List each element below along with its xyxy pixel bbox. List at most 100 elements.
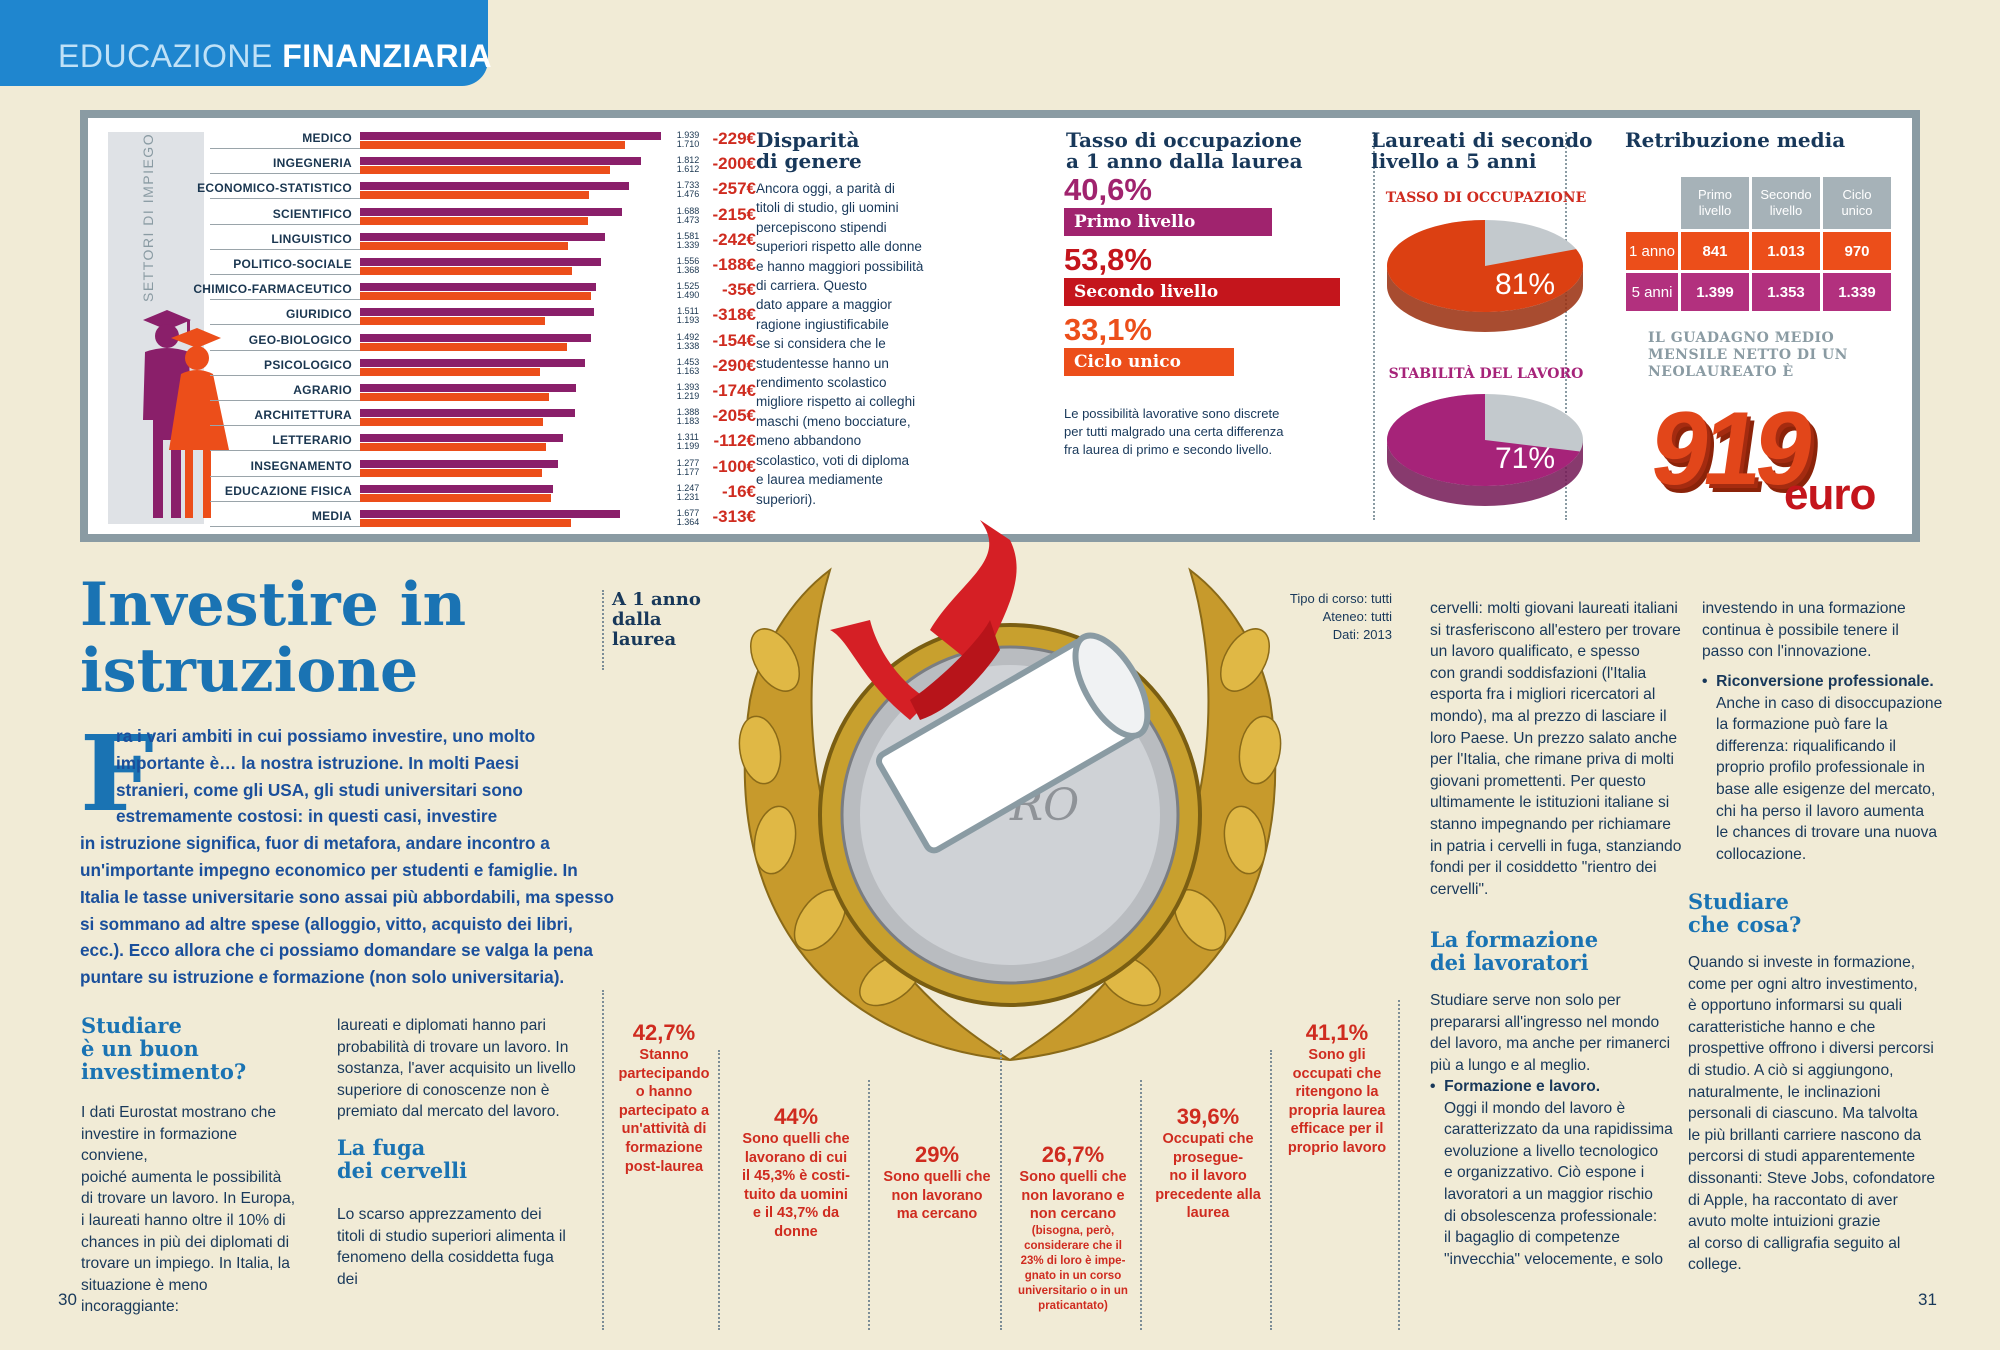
pie-percent: 81% [1495,268,1555,301]
bullet-title-text: Riconversione professionale [1716,673,1930,690]
row-rule [210,148,360,149]
text-line: A 1 anno [612,589,701,610]
text-line: I dati Eurostat mostrano che [81,1104,277,1121]
salary-women: 1.183 [676,416,700,427]
text-line: mondo), ma al prezzo di lasciare il [1430,707,1667,725]
text-line: Le possibilità lavorative sono discrete [1064,406,1280,421]
occupazione-title-line: Tasso di occupazione [1066,128,1303,152]
heading-line: dei cervelli [337,1158,468,1183]
row-rule [210,173,360,175]
bar-women [360,493,551,502]
text-line: chances in più dei diplomati di [81,1233,290,1251]
salary-women: 1.163 [676,365,700,376]
salary-men: 1.733 [676,180,700,191]
occupazione-pct: 40,6% [1064,172,1152,207]
text-line: prospettive offrono i diversi percorsi [1688,1040,1934,1058]
pie-stabilita: 71% [1387,394,1583,506]
salary-difference: -242€ [712,229,756,249]
bar-women [360,519,572,527]
header-line: Secondo [1760,187,1812,202]
stat-number: 44% [773,1104,819,1129]
text-line: poiché aumenta le possibilità [81,1168,282,1186]
table-cell: 1.339 [1823,273,1891,311]
text-line: proprio profilo professionale in [1716,759,1925,777]
stat-text: ma cercano [896,1206,978,1223]
sector-label: ECONOMICO-STATISTICO [197,181,352,196]
text-line: situazione è meno incoraggiante: [81,1276,208,1316]
unanno-title: A 1 anno dalla laurea [612,590,701,650]
occupazione-bar: Primo livello [1064,208,1273,236]
salary-women: 1.476 [676,189,700,200]
text-line: scolastico, voti di diploma [756,452,910,468]
salary-men: 1.556 [676,256,700,266]
text-line: superiori). [756,491,817,507]
text-line: lavoratori a un maggior rischio [1444,1185,1653,1203]
sector-label: ARCHITETTURA [254,408,352,423]
sector-axis-title: SETTORI DI IMPIEGO [140,132,156,302]
text-line: Studiare serve non solo per [1430,992,1621,1009]
text-line: stanno impegnando per richiamare [1430,815,1671,833]
salary-women: 1.473 [676,214,700,225]
text-line: Oggi il mondo del lavoro è [1444,1099,1626,1117]
bar-men [360,384,576,392]
bar-women [360,267,573,275]
stat-text: Sono quelli che [742,1131,850,1147]
text-line: trovare un impiego. In Italia, la [81,1255,290,1273]
text-line: premiato dal mercato del lavoro. [337,1103,560,1121]
coin-wreath-illustration: EURO [738,520,1282,1061]
intro-line: in istruzione significa, fuor di metafor… [80,833,550,854]
sector-label: EDUCAZIONE FISICA [224,483,352,498]
stat-text: e il 43,7% da [752,1205,840,1222]
text-line: continua è possibile tenere il [1702,621,1899,639]
stat-text: proprio lavoro [1287,1139,1387,1156]
text-line: IL GUADAGNO MEDIO [1648,330,1835,346]
sector-label: MEDIA [311,509,352,523]
amount-currency: euro [1784,470,1876,519]
text-line: dalla [612,609,662,630]
occupazione-item: 33,1% Ciclo unico [1064,312,1354,376]
text-line: passo con l'innovazione. [1702,643,1872,661]
row-rule [210,526,360,527]
intro-line: Italia le tasse universitarie sono assai… [80,886,614,907]
column-1-text: I dati Eurostat mostrano che investire in… [81,1102,306,1318]
salary-women: 1.368 [676,265,700,275]
salary-difference: -16€ [721,481,756,501]
text-line: sostanza, l'aver acquisito un livello [337,1060,576,1078]
header-line: livello [1769,203,1803,218]
text-line: "invecchia" velocemente, e solo [1444,1250,1664,1268]
text-line: di carriera. Questo [756,278,868,294]
text-line: laurea [612,629,677,650]
table-corner [1626,177,1678,229]
text-line: i laureati hanno oltre il 10% di [81,1211,286,1229]
salary-difference: -200€ [712,154,756,174]
column-4-text: investendo in una formazione continua è p… [1702,598,1962,663]
sector-label: INGEGNERIA [272,156,352,171]
laureati-title: Laureati di secondo livello a 5 anni [1371,130,1593,172]
row-rule [210,324,360,326]
stat-text: occupati che [1292,1065,1382,1082]
stat-number: 29% [914,1142,960,1167]
salary-men: 1.688 [676,205,700,216]
salary-difference: -257€ [712,179,756,199]
bullet-title-text: Formazione e lavoro [1444,1078,1596,1095]
divider [1398,1000,1400,1330]
text-line: al corso di calligrafia seguito al [1688,1234,1901,1252]
bar-men [360,207,622,216]
page-number-left: 30 [58,1290,77,1309]
text-line: le più brillanti carriere nascono da [1688,1126,1922,1144]
text-line: con grandi soddisfazioni (l'Italia [1430,664,1647,682]
intro-line: si sommano ad altre spese (alloggio, vit… [80,913,573,934]
divider [602,990,604,1330]
pie-occupazione: 81% [1387,220,1583,332]
pie2-title: STABILITÀ DEL LAVORO [1388,366,1584,382]
bar-men [360,510,620,518]
sector-label: SCIENTIFICO [272,206,352,221]
salary-women: 1.490 [676,290,700,301]
text-line: Lo scarso apprezzamento dei [337,1206,542,1223]
text-line: Ancora oggi, a parità di [756,181,895,196]
row-rule [210,425,360,427]
bar-women [360,367,541,376]
salary-men: 1.453 [676,356,700,367]
stat-note: considerare che il [1024,1239,1122,1252]
stat-block: 29% Sono quelli che non lavorano ma cercano [875,1142,999,1224]
